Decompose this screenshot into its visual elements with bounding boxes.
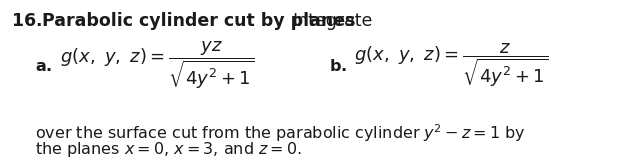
Text: $g(x,\ y,\ z) = \dfrac{yz}{\sqrt{4y^2+1}}$: $g(x,\ y,\ z) = \dfrac{yz}{\sqrt{4y^2+1}… (60, 40, 254, 92)
Text: the planes $x = 0$, $x = 3$, and $z = 0$.: the planes $x = 0$, $x = 3$, and $z = 0$… (35, 140, 302, 159)
Text: $\mathbf{b.}$: $\mathbf{b.}$ (329, 58, 347, 74)
Text: $g(x,\ y,\ z) = \dfrac{z}{\sqrt{4y^2+1}}$: $g(x,\ y,\ z) = \dfrac{z}{\sqrt{4y^2+1}}… (354, 42, 549, 90)
Text: $\mathbf{a.}$: $\mathbf{a.}$ (35, 59, 52, 74)
Text: over the surface cut from the parabolic cylinder $y^2 - z = 1$ by: over the surface cut from the parabolic … (35, 122, 525, 144)
Text: $\mathbf{16.}$: $\mathbf{16.}$ (11, 12, 42, 30)
Text: Parabolic cylinder cut by planes: Parabolic cylinder cut by planes (42, 12, 355, 30)
Text: Integrate: Integrate (292, 12, 372, 30)
